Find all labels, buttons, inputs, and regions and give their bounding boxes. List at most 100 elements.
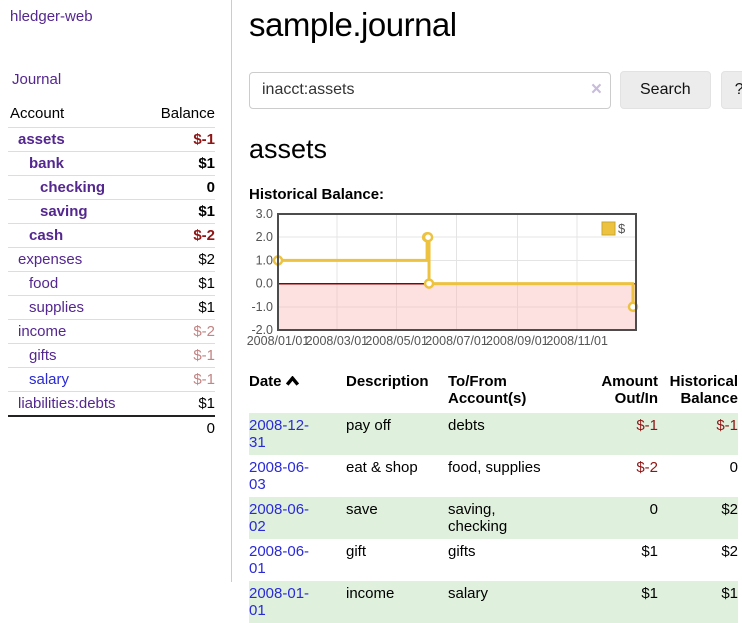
- search-input[interactable]: [249, 71, 611, 109]
- register-header-amount: Amount Out/In: [601, 373, 658, 407]
- transaction-balance: $1: [721, 585, 738, 602]
- transaction-balance: $2: [721, 501, 738, 518]
- register-header-date[interactable]: Date: [249, 373, 346, 413]
- svg-text:2008/05/01: 2008/05/01: [365, 334, 428, 348]
- register-header-balance: Historical Balance: [669, 373, 738, 407]
- historical-balance-chart: $3.0 2.0 1.0 0.0 -1.0 -2.0 2008/01/01 2008/03/0…: [247, 207, 641, 350]
- search-button[interactable]: Search: [620, 71, 711, 109]
- main-content: sample.journal × Search ? assets Histori…: [232, 0, 742, 623]
- account-balance: $-2: [143, 319, 215, 344]
- account-link[interactable]: income: [18, 323, 67, 340]
- search-bar: × Search ?: [249, 71, 742, 109]
- table-row: 2008-01-01 income salary $1 $1: [249, 581, 738, 623]
- table-row: 2008-06-02 save saving, checking 0 $2: [249, 497, 738, 539]
- sidebar: hledger-web Journal Account Balance asse…: [0, 0, 232, 582]
- account-link[interactable]: food: [29, 275, 59, 292]
- transaction-date-link[interactable]: 2008-12-31: [249, 417, 310, 451]
- accounts-table: Account Balance assets $-1 bank $1 checking 0…: [8, 102, 215, 441]
- svg-text:$: $: [618, 221, 626, 236]
- accounts-total-value: 0: [143, 415, 215, 441]
- help-button[interactable]: ?: [720, 71, 742, 109]
- account-link[interactable]: salary: [29, 371, 70, 388]
- transaction-amount: $-2: [636, 459, 658, 476]
- account-heading: assets: [249, 134, 328, 164]
- register-table: Date Description To/From Account(s) Amou…: [249, 373, 738, 623]
- transaction-description: eat & shop: [346, 459, 418, 476]
- svg-text:2008/07/01: 2008/07/01: [425, 334, 488, 348]
- transaction-balance: $2: [721, 543, 738, 560]
- transaction-amount: $1: [641, 543, 658, 560]
- svg-text:-2.0: -2.0: [251, 323, 273, 337]
- table-row: 2008-12-31 pay off debts $-1 $-1: [249, 413, 738, 455]
- account-link[interactable]: checking: [40, 179, 106, 196]
- transaction-description: income: [346, 585, 395, 602]
- account-balance: $-1: [143, 367, 215, 392]
- account-link[interactable]: gifts: [29, 347, 57, 364]
- accounts-total-spacer: [8, 415, 144, 441]
- transaction-accounts: food, supplies: [448, 459, 541, 476]
- account-row: saving $1: [8, 199, 215, 224]
- account-row: expenses $2: [8, 247, 215, 272]
- account-balance: $-2: [143, 223, 215, 248]
- account-row: bank $1: [8, 151, 215, 176]
- register-header-accounts: To/From Account(s): [448, 373, 527, 407]
- accounts-total-row: 0: [8, 415, 215, 441]
- account-link[interactable]: assets: [18, 131, 65, 148]
- register-table-body: 2008-12-31 pay off debts $-1 $-1 2008-06-03 ea…: [249, 413, 738, 623]
- transaction-amount: 0: [649, 501, 658, 518]
- transaction-amount: $1: [641, 585, 658, 602]
- transaction-date-link[interactable]: 2008-06-01: [249, 543, 310, 577]
- accounts-table-body: assets $-1 bank $1 checking 0 saving $1 cash $-2 e…: [8, 127, 215, 417]
- transaction-description: pay off: [346, 417, 391, 434]
- table-row: 2008-06-01 gift gifts $1 $2: [249, 539, 738, 581]
- account-row: food $1: [8, 271, 215, 296]
- transaction-date-link[interactable]: 2008-06-02: [249, 501, 310, 535]
- account-row: gifts $-1: [8, 343, 215, 368]
- account-balance: $1: [143, 271, 215, 296]
- account-row: supplies $1: [8, 295, 215, 320]
- account-link[interactable]: cash: [29, 227, 64, 244]
- svg-text:2.0: 2.0: [256, 230, 273, 244]
- transaction-accounts: debts: [448, 417, 485, 434]
- account-link[interactable]: supplies: [29, 299, 85, 316]
- transaction-accounts: gifts: [448, 543, 476, 560]
- accounts-header-account: Account: [8, 102, 144, 128]
- account-balance: $1: [143, 391, 215, 417]
- transaction-date-link[interactable]: 2008-01-01: [249, 585, 310, 619]
- svg-text:3.0: 3.0: [256, 207, 273, 221]
- svg-text:2008/09/01: 2008/09/01: [486, 334, 549, 348]
- account-link[interactable]: bank: [29, 155, 65, 172]
- account-row: income $-2: [8, 319, 215, 344]
- transaction-description: save: [346, 501, 378, 518]
- clear-search-icon[interactable]: ×: [590, 78, 602, 100]
- account-link[interactable]: saving: [40, 203, 88, 220]
- page-title: sample.journal: [249, 6, 457, 43]
- account-balance: $-1: [143, 343, 215, 368]
- account-balance: $1: [143, 295, 215, 320]
- account-balance: 0: [143, 175, 215, 200]
- transaction-accounts: saving, checking: [448, 501, 508, 535]
- account-link[interactable]: liabilities:debts: [18, 395, 116, 412]
- sidebar-item-journal[interactable]: Journal: [12, 71, 62, 88]
- svg-text:1.0: 1.0: [256, 253, 273, 267]
- transaction-amount: $-1: [636, 417, 658, 434]
- account-row: assets $-1: [8, 127, 215, 152]
- account-balance: $1: [143, 151, 215, 176]
- account-row: checking 0: [8, 175, 215, 200]
- app-title-link[interactable]: hledger-web: [10, 8, 93, 25]
- chart-label: Historical Balance:: [249, 186, 385, 203]
- transaction-balance: 0: [729, 459, 738, 476]
- account-row: salary $-1: [8, 367, 215, 392]
- account-balance: $1: [143, 199, 215, 224]
- register-header-date-label: Date: [249, 373, 282, 390]
- transaction-date-link[interactable]: 2008-06-03: [249, 459, 310, 493]
- table-row: 2008-06-03 eat & shop food, supplies $-2 0: [249, 455, 738, 497]
- account-row: liabilities:debts $1: [8, 391, 215, 417]
- svg-text:0.0: 0.0: [256, 277, 273, 291]
- svg-text:2008/11/01: 2008/11/01: [546, 334, 608, 348]
- svg-text:2008/01/01: 2008/01/01: [247, 334, 310, 348]
- transaction-accounts: salary: [448, 585, 489, 602]
- account-link[interactable]: expenses: [18, 251, 83, 268]
- svg-text:2008/03/01: 2008/03/01: [306, 334, 369, 348]
